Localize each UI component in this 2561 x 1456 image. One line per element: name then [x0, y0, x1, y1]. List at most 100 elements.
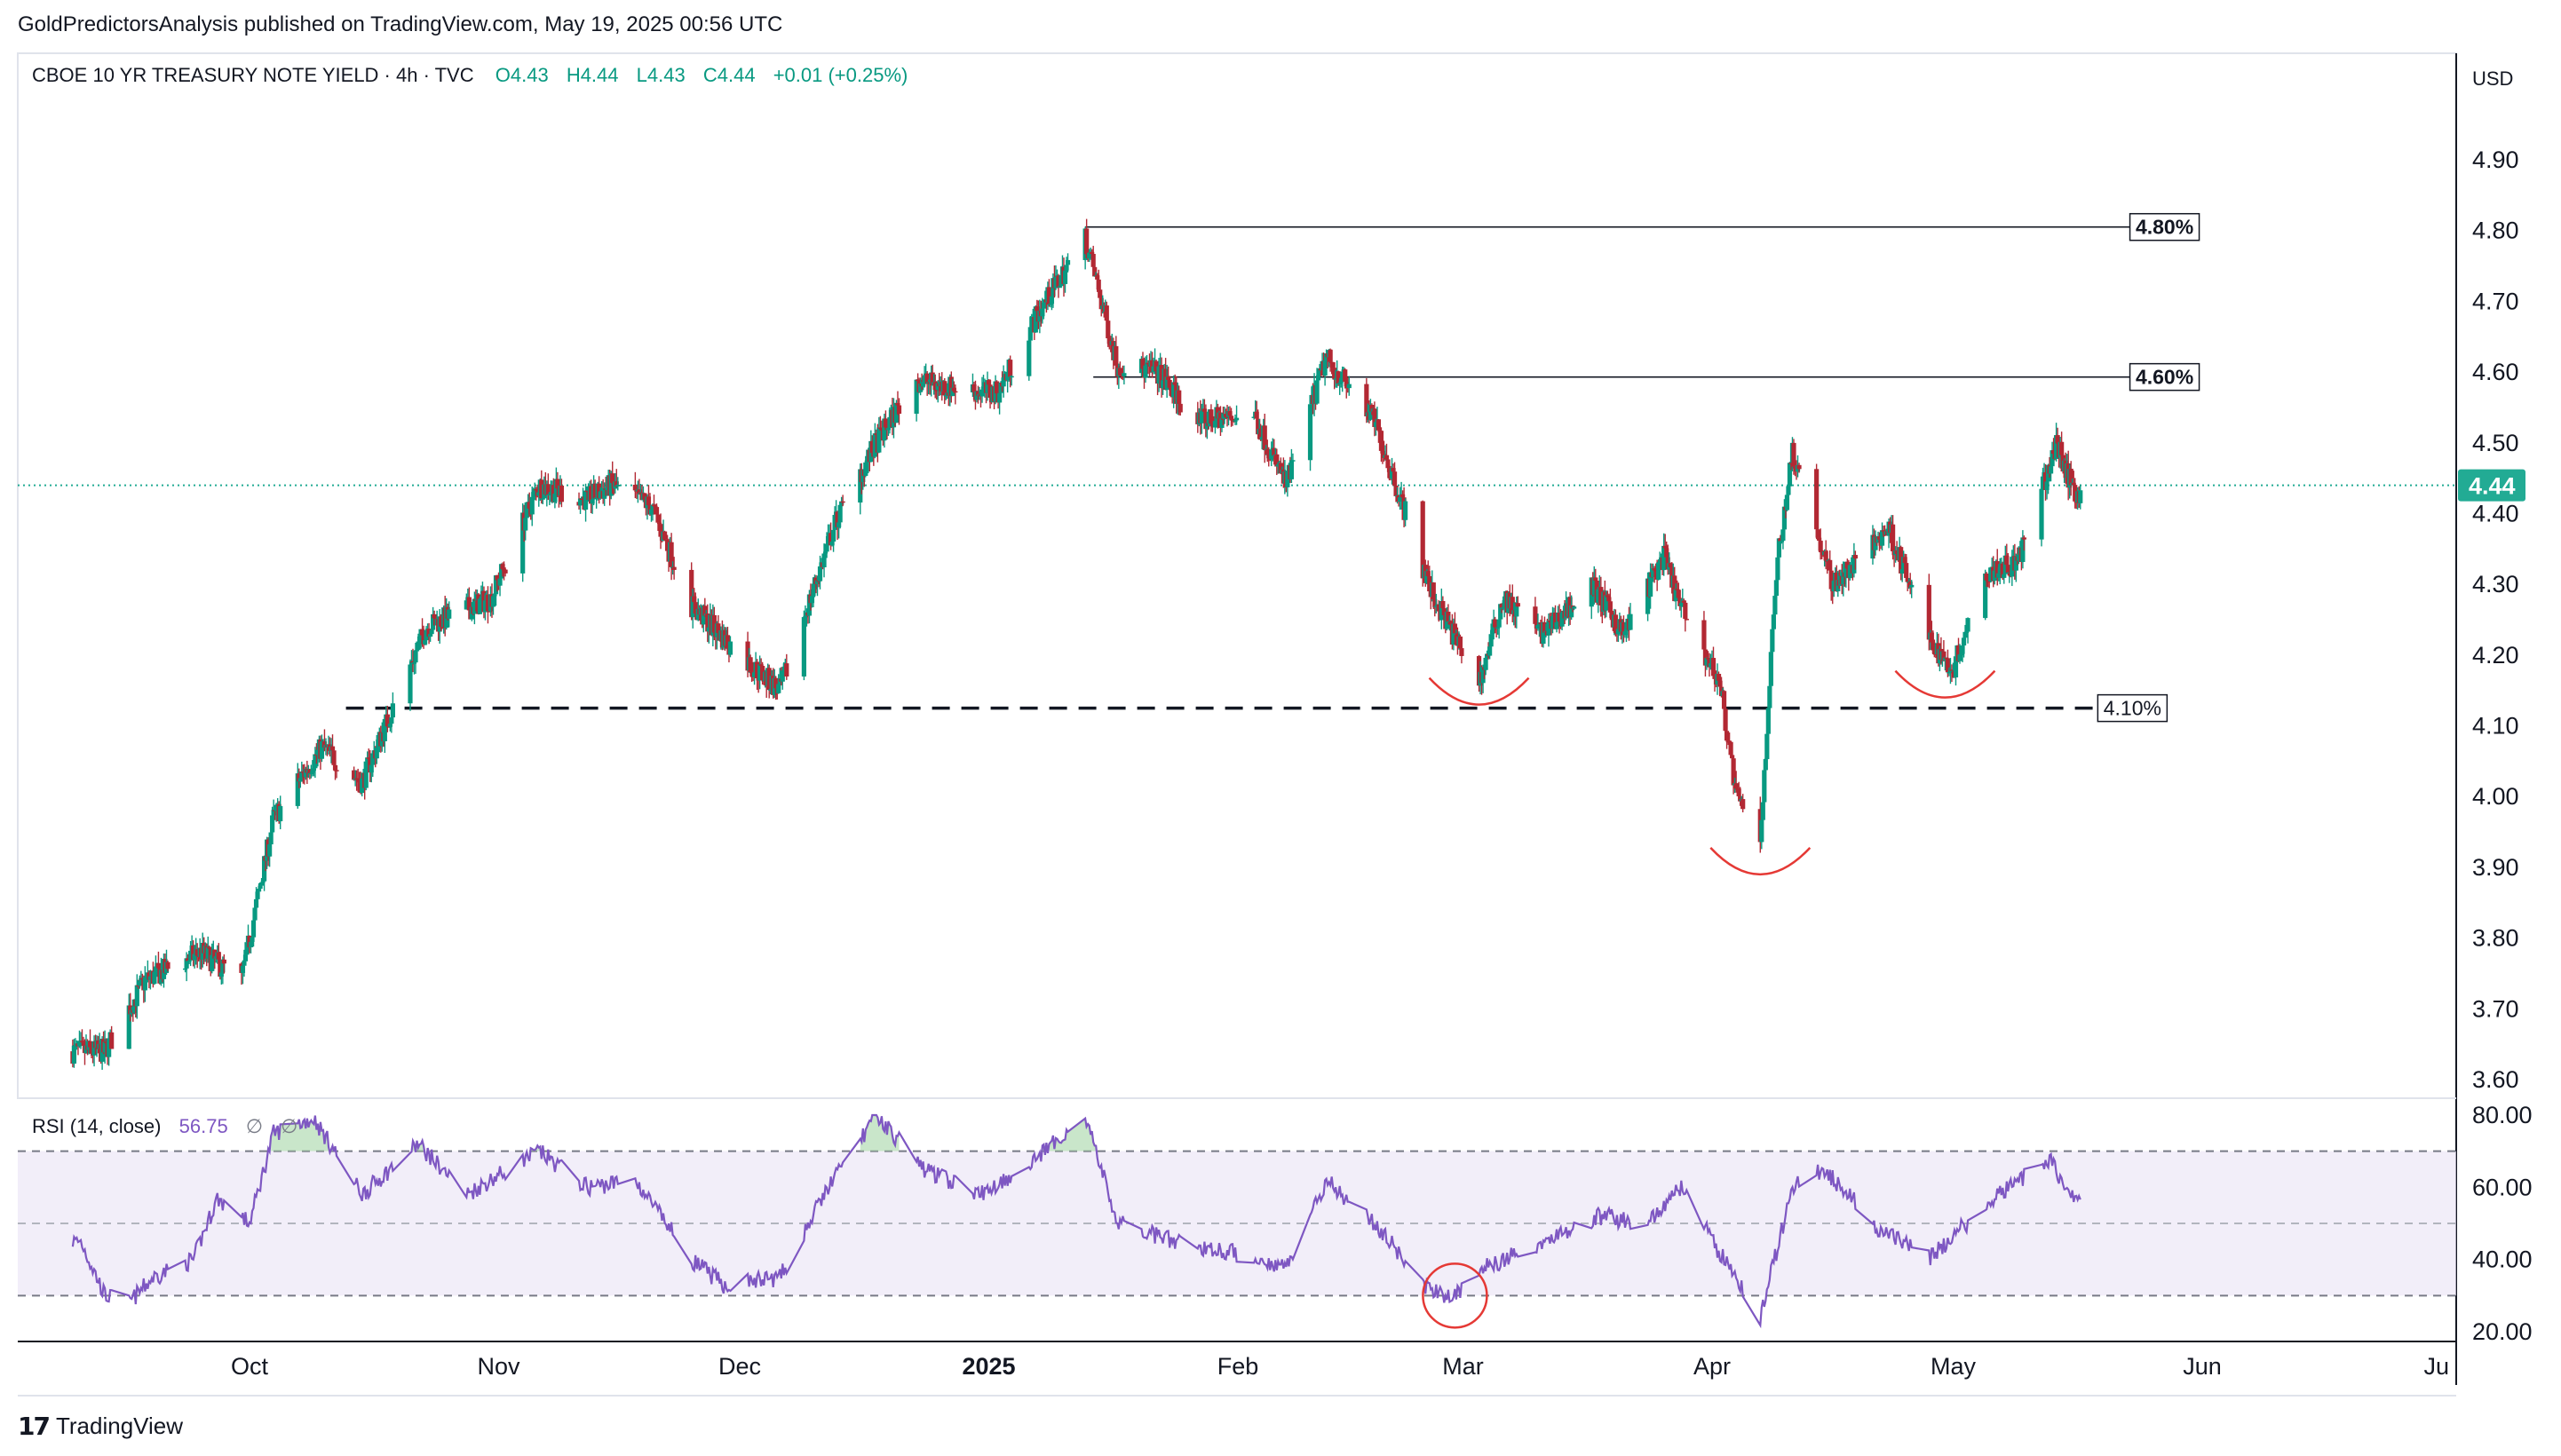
price-tick-label: 4.80	[2472, 218, 2519, 244]
candle-body	[498, 564, 504, 579]
level-label-box[interactable]	[2129, 212, 2200, 241]
candle-body	[1899, 547, 1904, 574]
candle-body	[329, 746, 336, 751]
candle-body	[664, 540, 670, 551]
candle-body	[1149, 360, 1155, 373]
candle-body	[1090, 254, 1096, 267]
time-axis[interactable]: Oct Nov Dec 2025 Feb Mar Apr May Jun Ju	[231, 1353, 2449, 1380]
candle-body	[1274, 454, 1280, 467]
level-lines[interactable]: 4.80% 4.60% 4.10%	[345, 212, 2200, 723]
price-pane-frame	[17, 52, 2457, 1099]
candle-body	[1792, 466, 1798, 469]
candle-body	[716, 623, 721, 633]
candle-body	[1717, 680, 1723, 687]
candle-body	[987, 384, 993, 399]
candle-body	[1958, 653, 1964, 656]
candle-body	[1317, 368, 1322, 376]
candle-body	[260, 881, 266, 883]
candle-body	[1648, 572, 1653, 597]
candle-body	[662, 531, 668, 540]
candle-body	[1931, 642, 1936, 651]
candle-body	[532, 488, 537, 493]
candle-body	[1433, 605, 1439, 608]
candle-body	[210, 954, 215, 971]
candle-body	[1439, 600, 1444, 621]
candle-body	[1677, 597, 1683, 606]
candle-body	[1403, 501, 1408, 520]
candle-body	[711, 614, 717, 633]
candle-body	[1275, 464, 1280, 467]
candle-body	[1259, 437, 1265, 440]
candle-body	[1008, 360, 1013, 377]
candle-body	[365, 757, 370, 762]
candle-body	[1425, 571, 1431, 577]
candle-body	[654, 507, 660, 515]
level-label-box[interactable]	[2097, 693, 2169, 723]
candle-body	[1346, 384, 1352, 389]
candle-body	[1364, 384, 1369, 416]
candle-body	[1314, 380, 1320, 404]
candle-body	[864, 460, 869, 463]
symbol-legend[interactable]: CBOE 10 YR TREASURY NOTE YIELD · 4h · TV…	[32, 64, 908, 86]
candle-body	[256, 889, 262, 892]
candle-body	[492, 594, 497, 597]
tradingview-brand[interactable]: 𝟭𝟳 TradingView	[18, 1412, 183, 1441]
candle-body	[334, 770, 339, 772]
candle-body	[413, 651, 418, 663]
time-tick-label: Jun	[2183, 1353, 2222, 1380]
price-axis[interactable]: 4.90 4.80 4.70 4.60 4.50 4.40 4.30 4.20 4.10 4.00…	[2472, 146, 2519, 1093]
candle-body	[1606, 597, 1612, 602]
candle-body	[1510, 597, 1515, 614]
candle-body	[387, 724, 392, 727]
candle-body	[809, 596, 815, 604]
candle-body	[1104, 305, 1109, 321]
candle-body	[107, 1038, 112, 1057]
candle-body	[1876, 536, 1883, 540]
level-label-box[interactable]	[2129, 362, 2200, 392]
candle-body	[1957, 654, 1962, 661]
candle-body	[165, 961, 170, 969]
candle-body	[2021, 537, 2027, 540]
legend-open: O4.43	[496, 64, 549, 86]
candle-body	[376, 739, 381, 748]
candle-body	[184, 958, 189, 969]
candle-body	[1843, 561, 1849, 577]
candle-body	[1344, 381, 1349, 387]
candle-body	[527, 502, 532, 509]
rsi-axis[interactable]: 80.00 60.00 40.00 20.00	[2472, 1102, 2533, 1345]
currency-label[interactable]: USD	[2472, 67, 2513, 90]
candle-body	[1723, 708, 1728, 732]
candle-body	[671, 566, 677, 570]
candle-body	[255, 891, 260, 899]
price-tick-label: 3.70	[2472, 995, 2519, 1022]
candle-body	[242, 961, 247, 966]
candle-body	[1945, 658, 1951, 673]
candle-body	[615, 484, 621, 487]
time-tick-label: Dec	[718, 1353, 761, 1380]
candle-body	[1728, 741, 1733, 756]
candle-body	[1106, 320, 1111, 339]
candle-body	[1704, 658, 1709, 666]
candle-body	[1609, 612, 1614, 619]
time-tick-label: Feb	[1217, 1353, 1259, 1380]
candle-body	[839, 501, 844, 505]
candle-body	[1962, 631, 1968, 638]
candle-body	[1161, 380, 1166, 389]
candle-body	[1605, 595, 1610, 597]
candle-body	[76, 1041, 83, 1047]
candle-body	[539, 479, 544, 499]
candle-body	[1095, 275, 1100, 280]
rsi-tick-label: 20.00	[2472, 1318, 2533, 1345]
candle-body	[1436, 604, 1441, 612]
candle-body	[1961, 637, 1967, 646]
rsi-overbought-fill	[1049, 1118, 1097, 1151]
candle-body	[2002, 574, 2007, 578]
candle-body	[205, 946, 210, 959]
candle-body	[1768, 652, 1773, 686]
rsi-legend[interactable]: RSI (14, close) 56.75 ∅ ∅	[32, 1115, 297, 1137]
candle-body	[1009, 376, 1014, 378]
candle-body	[869, 440, 875, 454]
candle-body	[1661, 545, 1667, 571]
candle-body	[1767, 685, 1772, 708]
